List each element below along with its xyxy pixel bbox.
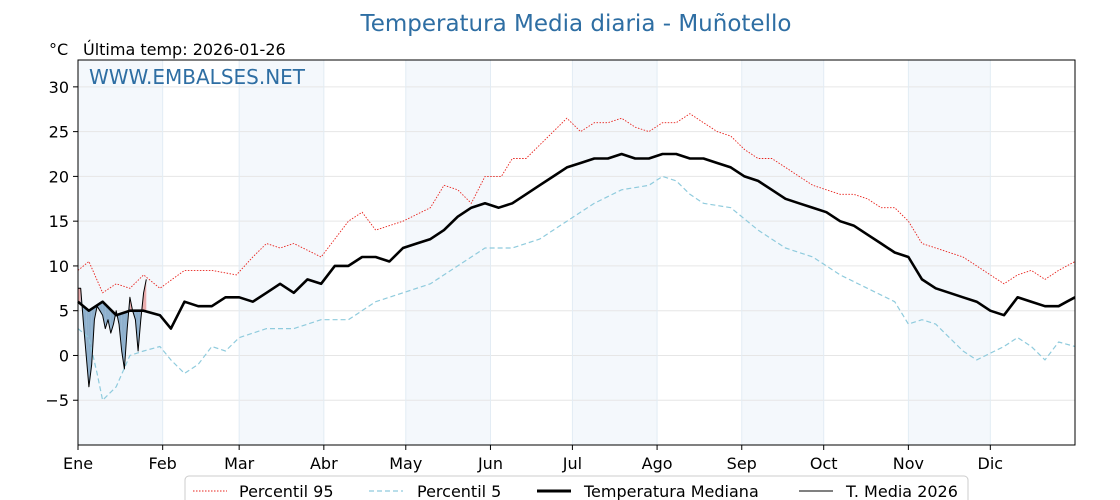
y-tick-label: 20 (49, 167, 69, 186)
mediana-line (77, 152, 1076, 330)
chart-title: Temperatura Media diaria - Muñotello (360, 11, 792, 37)
month-bands (78, 60, 991, 445)
percentil-5-line (77, 175, 1076, 401)
legend-box (184, 475, 969, 500)
x-tick-label: Jun (477, 454, 503, 473)
y-tick-label: −5 (45, 391, 69, 410)
x-tick-label: Nov (893, 454, 924, 473)
x-tick-label: Dic (978, 454, 1004, 473)
anomaly-fill-cold (105, 304, 109, 329)
anomaly-fill-cold (108, 307, 111, 334)
anomaly-fill-cold (110, 309, 114, 334)
x-tick-label: Mar (224, 454, 255, 473)
plot-frame (77, 59, 1076, 446)
month-band (239, 60, 324, 445)
x-tick-label: Oct (810, 454, 838, 473)
month-band (78, 60, 163, 445)
month-band (405, 60, 491, 445)
anomaly-fill-cold (86, 308, 89, 387)
anomaly-fill-warm (143, 279, 147, 312)
month-band (572, 60, 658, 445)
y-tick-label: 10 (49, 257, 69, 276)
x-tick-label: Abr (310, 454, 338, 473)
y-tick-label: 25 (49, 123, 69, 142)
last-temp-label: Última temp: 2026-01-26 (83, 40, 286, 59)
x-tick-label: Feb (149, 454, 177, 473)
legend-label-median: Temperatura Mediana (583, 482, 759, 500)
y-tick-label: 5 (59, 302, 69, 321)
anomaly-fill-warm (78, 288, 81, 304)
y-tick-label: 15 (49, 212, 69, 231)
legend: Percentil 95 Percentil 5 Temperatura Med… (184, 475, 969, 500)
x-tick-label: May (389, 454, 422, 473)
percentil-95-line (77, 113, 1076, 294)
watermark: WWW.EMBALSES.NET (89, 65, 306, 89)
unit-label: °C (49, 40, 68, 59)
y-tick-label: 30 (49, 78, 69, 97)
y-axis: 30 25 20 15 10 5 0 −5 (45, 78, 78, 410)
series-lines (77, 113, 1076, 401)
x-tick-label: Sep (727, 454, 757, 473)
x-tick-label: Ago (642, 454, 673, 473)
legend-label-p95: Percentil 95 (239, 482, 334, 500)
x-axis: Ene Feb Mar Abr May Jun Jul Ago Sep Oct Nov Dic (63, 445, 1003, 473)
anomaly-fill-cold (102, 301, 106, 329)
month-band (741, 60, 824, 445)
legend-label-p5: Percentil 5 (417, 482, 501, 500)
x-tick-label: Ene (63, 454, 93, 473)
legend-label-2026: T. Media 2026 (845, 482, 958, 500)
y-tick-label: 0 (59, 346, 69, 365)
t-media-2026-line (78, 279, 147, 388)
x-tick-label: Jul (562, 454, 582, 473)
